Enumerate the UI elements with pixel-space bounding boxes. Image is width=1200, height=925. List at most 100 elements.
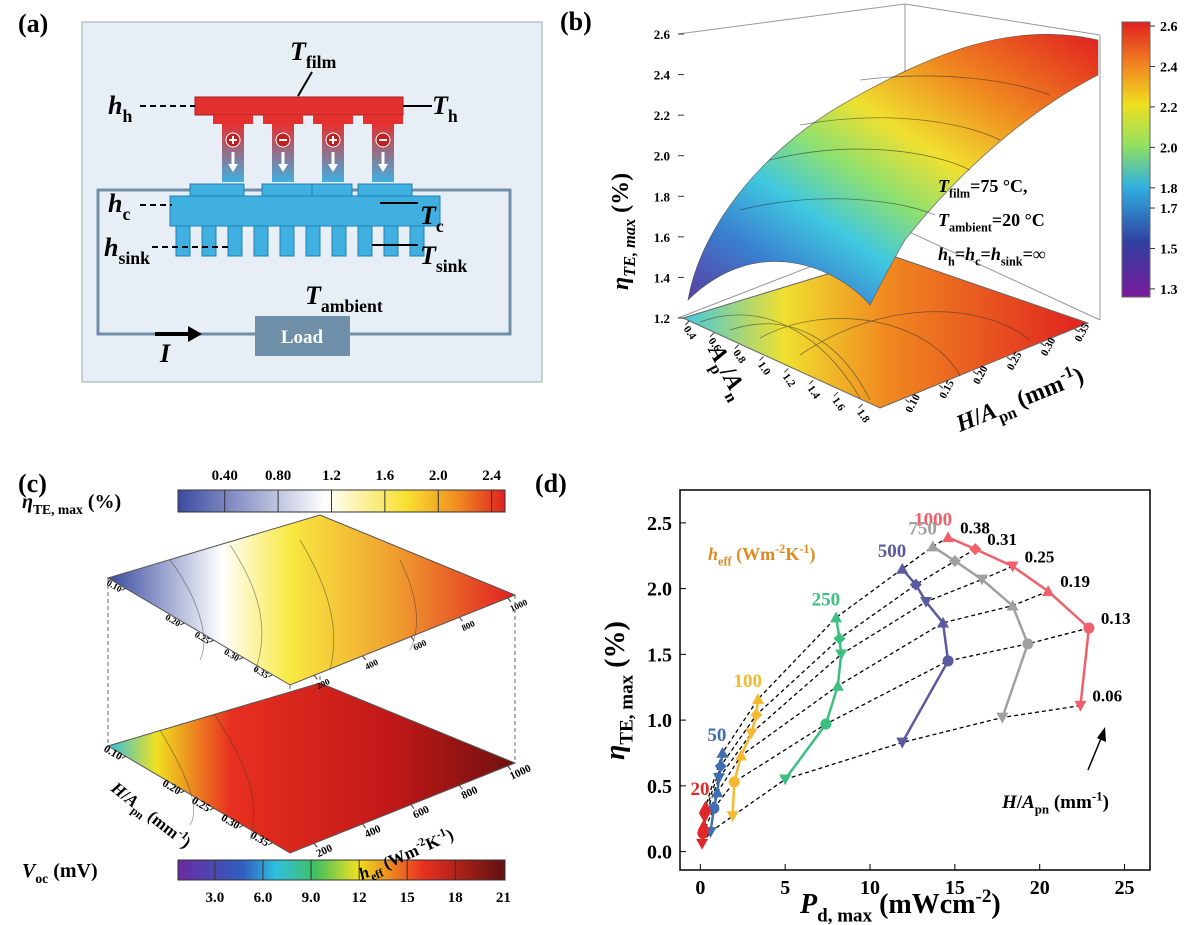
text-part: / [1016,792,1023,813]
colorbar-tick-label: 18 [448,890,463,906]
marker [708,802,720,814]
text-part: ambient [949,220,993,234]
panel-label: (a) [18,9,48,38]
x-tick [268,674,273,678]
marker [936,616,949,628]
text-part: c [975,254,981,268]
series-label: 20 [690,779,709,800]
y-tick-label: 200 [314,842,334,860]
surface-contours [739,75,1051,216]
x-tick [684,320,690,326]
text-part: V [22,860,37,882]
colorbar-tick-label: 2.6 [1160,20,1178,35]
y-tick [972,370,978,375]
marker [896,737,909,749]
colorbar-tick-label: 15 [400,890,415,906]
marker [713,773,726,784]
text-part: -2 [976,886,992,907]
text-part: ambient [321,296,383,316]
y-tick-label: 600 [411,803,431,821]
marker [969,543,982,556]
y-tick [313,675,318,680]
z-tick-label: 1.8 [654,189,671,204]
annotation: hh=hc=hsink=∞ [938,244,1046,268]
x-tick [734,344,740,350]
text-part: h [122,106,132,126]
x-tick-label: 1.2 [780,371,798,390]
text-part: h [965,244,975,264]
y-axis-label: ηTE, max (%) [600,621,637,760]
diagram-label: Th [432,91,458,126]
text-part: sink [1001,254,1023,268]
cold-pads [189,183,413,197]
marker [926,540,939,552]
x-tick [121,755,126,759]
y-tick [410,804,415,809]
text-part: T [290,37,307,66]
y-tick [458,784,463,790]
diagram-label: Tambient [305,281,383,316]
text-part: h [938,244,948,264]
x-tick-label: 1.4 [805,383,823,402]
series-line [947,536,1091,706]
diagram [81,21,543,383]
colorbar-tick-label: 1.6 [376,468,395,484]
text-part: (mV) [48,860,97,882]
efficiency-plane [106,514,517,686]
text-part: (mm [1008,371,1068,415]
text-part: c [436,216,444,236]
marker [1083,622,1095,634]
z-tick-label: 1.6 [654,230,671,245]
y-tick [507,765,512,771]
marker [716,746,729,758]
text-part: T [938,176,950,196]
text-part: TE, max [620,219,639,277]
text-part: d, max [817,905,872,925]
colorbar-tick-label: 2.0 [429,468,448,484]
colorbar-tick-label: 1.3 [1160,283,1178,298]
marker [820,718,832,730]
y-tick [507,597,512,603]
marker [752,693,765,704]
text-part: (%) [83,491,121,513]
panel-label: (b) [560,7,592,36]
text-part: T [420,241,437,270]
text-part: I [159,339,171,368]
x-tick [238,656,244,660]
text-part: ) [1103,792,1109,813]
marker [1074,700,1087,712]
diagram-label: I [159,339,171,368]
colorbar-label: ηTE, max (%) [22,491,121,517]
colorbar-tick-label: 1.2 [322,468,341,484]
legend-title: heff (Wm-2K-1) [708,542,816,569]
x-tick-label: 0.8 [730,348,748,367]
diagram-label: Tsink [420,241,468,276]
marker [697,819,710,831]
text-part: H [1001,792,1018,813]
text-part: h [948,254,955,268]
x-tick-label: 0.4 [681,324,699,343]
colorbar-tick-label: 2.4 [482,468,501,484]
colorbar-tick-label: 1.8 [1160,182,1178,197]
x-tick-label: 0 [695,877,705,899]
x-tick [808,379,814,385]
colorbar-tick-label: 1.7 [1160,202,1178,217]
y-tick [1074,328,1079,333]
contour-floor [681,254,1090,409]
x-tick [709,332,715,338]
text-part: film [306,52,337,72]
x-tick [759,356,764,361]
marker [714,760,727,773]
colorbar-tick-label: 21 [496,890,511,906]
series-line [901,568,950,744]
text-part: A [1021,792,1035,813]
y-tick [362,655,366,661]
text-part: η [22,491,33,513]
x-tick [783,368,789,373]
marker [735,749,748,761]
text-part: c [122,204,130,224]
heat-sink [169,195,441,227]
z-tick-label: 1.4 [654,270,671,285]
diagram-label: Tc [420,201,444,236]
hot-pads [213,115,403,124]
